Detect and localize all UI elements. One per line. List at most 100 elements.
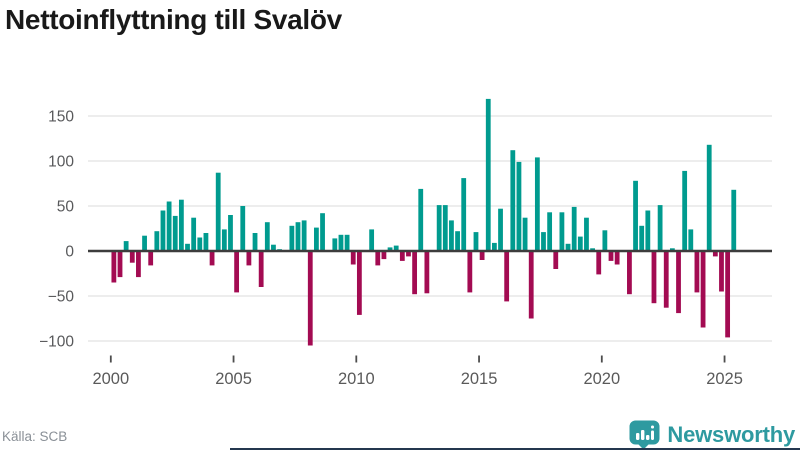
x-tick-label: 2025: [706, 370, 743, 388]
bar-2009-Q2: [338, 234, 344, 251]
bar-2003-Q4: [203, 233, 209, 251]
bar-2022-Q4: [669, 248, 675, 251]
bar-2001-Q2: [142, 235, 147, 251]
bar-2017-Q2: [534, 157, 540, 251]
bar-2011-Q2: [387, 247, 393, 251]
bar-2014-Q4: [473, 232, 479, 251]
x-tick-label: 2000: [92, 370, 129, 388]
bar-2004-Q3: [221, 229, 227, 251]
bar-2021-Q3: [639, 225, 645, 251]
page-title: Nettoinflyttning till Svalöv: [5, 4, 342, 35]
bar-2024-Q3: [712, 251, 718, 257]
bar-2019-Q4: [596, 251, 602, 275]
bar-2017-Q3: [541, 232, 546, 251]
bar-2021-Q1: [627, 251, 632, 295]
bar-2015-Q2: [485, 98, 491, 252]
bar-2009-Q4: [350, 251, 356, 265]
bar-2013-Q2: [436, 205, 442, 251]
bar-2011-Q3: [393, 245, 399, 251]
bar-2022-Q1: [651, 251, 657, 304]
brand-name: Newsworthy: [667, 422, 795, 447]
bar-2006-Q3: [271, 244, 276, 251]
bar-2006-Q2: [264, 222, 270, 251]
bar-2002-Q1: [160, 210, 166, 251]
bar-2005-Q4: [252, 233, 258, 251]
bar-2010-Q1: [356, 251, 362, 315]
x-tick-label: 2005: [215, 370, 252, 388]
bar-2007-Q2: [289, 225, 295, 251]
bar-2001-Q3: [148, 251, 154, 266]
bar-2019-Q3: [590, 248, 595, 251]
bar-2004-Q1: [209, 251, 215, 266]
newsworthy-logo-icon: [629, 420, 660, 450]
bar-2024-Q1: [700, 251, 706, 328]
bar-2024-Q4: [719, 251, 724, 292]
bar-2023-Q2: [682, 170, 688, 251]
bar-2021-Q2: [633, 180, 638, 251]
bar-2014-Q1: [455, 231, 460, 251]
bar-2022-Q3: [663, 251, 669, 308]
bar-2019-Q2: [584, 217, 589, 251]
bar-2020-Q1: [602, 230, 608, 251]
bar-2015-Q4: [498, 208, 503, 251]
bar-2000-Q3: [123, 241, 129, 251]
bar-2006-Q1: [258, 251, 264, 287]
bar-2008-Q1: [307, 251, 313, 346]
gridlines: [88, 115, 772, 342]
bar-2015-Q3: [491, 242, 497, 251]
bar-2016-Q3: [516, 161, 522, 251]
source-text: Källa: SCB: [2, 429, 68, 444]
bar-2014-Q2: [461, 178, 467, 251]
bar-2012-Q3: [418, 188, 424, 251]
y-tick-label: −50: [48, 289, 75, 306]
y-axis-labels: 150 100 50 0 −50 −100: [39, 109, 74, 351]
bar-2001-Q1: [136, 251, 141, 278]
bar-2014-Q3: [467, 251, 473, 293]
bar-2007-Q4: [301, 220, 307, 251]
bar-2003-Q2: [191, 217, 197, 251]
bar-2020-Q2: [608, 251, 614, 261]
bar-2011-Q4: [399, 251, 405, 261]
bar-2001-Q4: [154, 231, 160, 251]
bar-2003-Q1: [185, 243, 190, 251]
bar-2017-Q4: [547, 212, 553, 251]
bar-2016-Q2: [510, 150, 516, 251]
newsworthy-brand-link[interactable]: Newsworthy: [629, 420, 795, 450]
bar-2020-Q3: [614, 251, 620, 265]
bar-2010-Q4: [375, 251, 381, 266]
bar-2009-Q1: [332, 238, 338, 251]
bar-2017-Q1: [528, 251, 534, 319]
bar-2005-Q2: [240, 206, 246, 251]
bar-2009-Q3: [344, 234, 350, 251]
bar-2004-Q4: [228, 215, 233, 251]
bar-2018-Q4: [571, 206, 577, 251]
bar-2000-Q1: [111, 251, 117, 283]
bar-2012-Q2: [412, 251, 418, 295]
bar-2019-Q1: [577, 236, 583, 251]
y-tick-label: 150: [48, 109, 74, 126]
y-tick-label: 100: [48, 154, 74, 171]
bar-2023-Q3: [688, 229, 694, 251]
x-tick-label: 2010: [338, 370, 375, 388]
bar-2018-Q3: [565, 243, 571, 251]
bar-2005-Q1: [234, 251, 240, 293]
bar-2018-Q2: [559, 212, 565, 251]
bar-2025-Q1: [725, 251, 731, 338]
bar-2021-Q4: [645, 210, 651, 251]
bar-2025-Q2: [731, 189, 737, 251]
bar-2013-Q3: [442, 205, 448, 251]
bar-2004-Q2: [215, 172, 221, 251]
bar-2007-Q3: [295, 222, 301, 251]
bar-2002-Q2: [166, 201, 172, 251]
x-tick-label: 2015: [461, 370, 498, 388]
bar-2002-Q4: [178, 199, 184, 251]
bar-2005-Q3: [246, 251, 252, 266]
bar-2016-Q1: [504, 251, 510, 302]
bar-2016-Q4: [522, 217, 528, 251]
bar-2012-Q1: [406, 251, 411, 257]
bar-2002-Q3: [172, 215, 178, 251]
y-tick-label: −100: [39, 334, 74, 351]
x-tick-label: 2020: [583, 370, 620, 388]
